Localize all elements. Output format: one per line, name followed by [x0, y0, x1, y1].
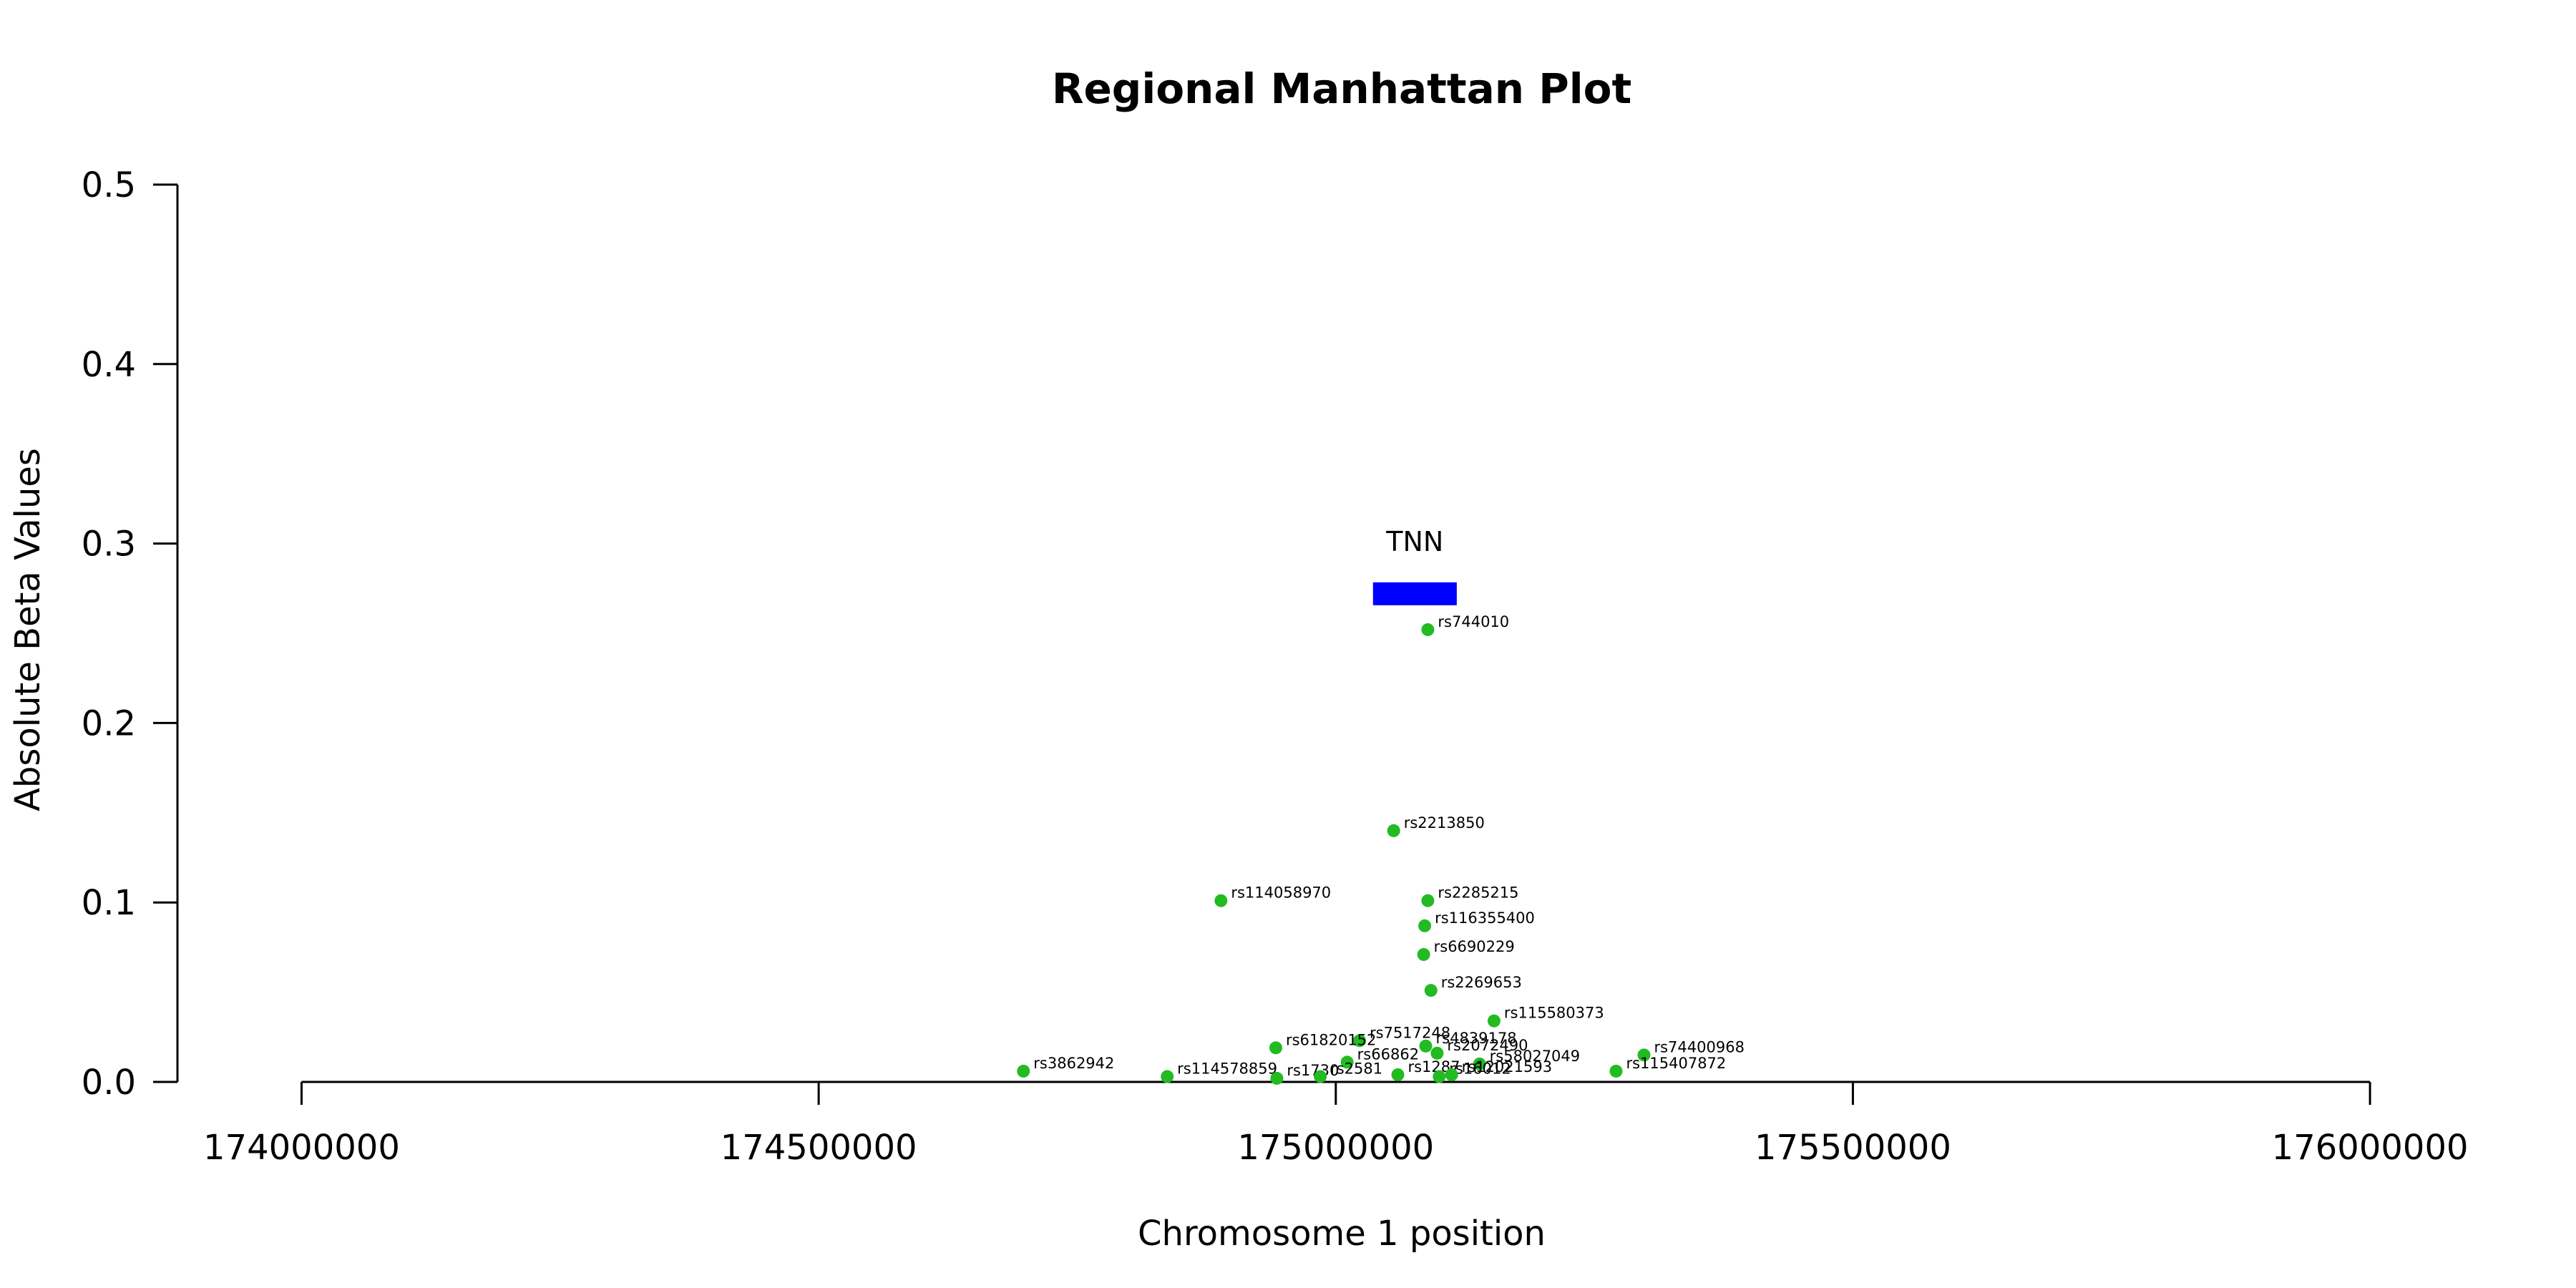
snp-label: rs3862942 [1033, 1055, 1114, 1072]
x-tick-label: 175000000 [1237, 1128, 1434, 1168]
snp-label: rs2285215 [1438, 884, 1518, 902]
snp-point [1214, 894, 1228, 907]
snp-point [1637, 1048, 1651, 1062]
snp-label: rs61820152 [1286, 1031, 1376, 1048]
snp-point [1340, 1055, 1354, 1069]
y-tick-label: 0.1 [82, 883, 136, 923]
snp-label: rs6690229 [1434, 938, 1515, 955]
snp-label: rs4839178 [1436, 1030, 1517, 1047]
snp-point [1419, 1039, 1433, 1053]
snp-point [1417, 947, 1430, 961]
gene-label: TNN [1385, 526, 1443, 557]
snp-label: rs115580373 [1504, 1005, 1604, 1022]
snp-point [1609, 1064, 1623, 1078]
snp-label: rs66862 [1357, 1045, 1419, 1063]
snp-point [1430, 1046, 1444, 1060]
x-tick-label: 175500000 [1755, 1128, 1951, 1168]
gene-bar [1372, 582, 1457, 605]
snp-point [1424, 984, 1438, 997]
snp-label: rs12021593 [1462, 1058, 1552, 1075]
snp-label: rs114578859 [1177, 1060, 1277, 1077]
snp-label: rs114058970 [1231, 884, 1331, 902]
snp-label: rs744010 [1438, 613, 1509, 630]
snp-label: rs2213850 [1404, 814, 1485, 831]
snp-label: rs115407872 [1626, 1055, 1726, 1072]
y-tick-label: 0.4 [82, 345, 136, 385]
y-axis-label: Absolute Beta Values [8, 448, 48, 811]
y-tick-label: 0.3 [82, 525, 136, 565]
snp-label: rs2581 [1330, 1060, 1382, 1077]
snp-points: rs744010 rs2213850 rs114058970 rs2285215 rs1… [1017, 613, 1745, 1085]
snp-label: rs116355400 [1435, 909, 1535, 927]
y-tick-label: 0.5 [82, 165, 136, 205]
x-tick-label: 174500000 [721, 1128, 917, 1168]
gene-track: TNN [1372, 526, 1457, 605]
snp-label: rs7517248 [1370, 1024, 1450, 1041]
snp-label: rs58027049 [1490, 1048, 1580, 1065]
snp-point [1161, 1070, 1174, 1083]
snp-point [1269, 1041, 1282, 1055]
snp-point [1421, 894, 1435, 907]
chart-title: Regional Manhattan Plot [1052, 64, 1631, 113]
snp-point [1433, 1070, 1446, 1083]
snp-point [1418, 919, 1432, 932]
snp-point [1353, 1034, 1367, 1048]
snp-label: rs74400968 [1654, 1038, 1744, 1055]
snp-label: rs1730 [1287, 1062, 1339, 1079]
snp-point [1487, 1014, 1501, 1028]
x-tick-label: 176000000 [2272, 1128, 2469, 1168]
snp-point [1387, 824, 1400, 837]
snp-point [1421, 623, 1435, 636]
y-tick-label: 0.2 [82, 703, 136, 743]
x-tick-label: 174000000 [203, 1128, 400, 1168]
snp-point [1391, 1068, 1405, 1081]
x-axis-label: Chromosome 1 position [1138, 1214, 1546, 1254]
snp-point [1314, 1070, 1327, 1083]
snp-label: rs2072490 [1447, 1037, 1528, 1054]
snp-point [1473, 1057, 1486, 1070]
snp-label: rs16012 [1449, 1060, 1511, 1077]
snp-label: rs2269653 [1441, 974, 1522, 991]
snp-point [1017, 1064, 1030, 1078]
snp-point [1270, 1071, 1284, 1085]
snp-point [1445, 1068, 1458, 1081]
x-axis: 174000000 174500000 175000000 175500000 1760… [203, 1080, 2469, 1168]
y-tick-label: 0.0 [82, 1063, 136, 1103]
y-axis: 0.0 0.1 0.2 0.3 0.4 0.5 [82, 165, 179, 1103]
